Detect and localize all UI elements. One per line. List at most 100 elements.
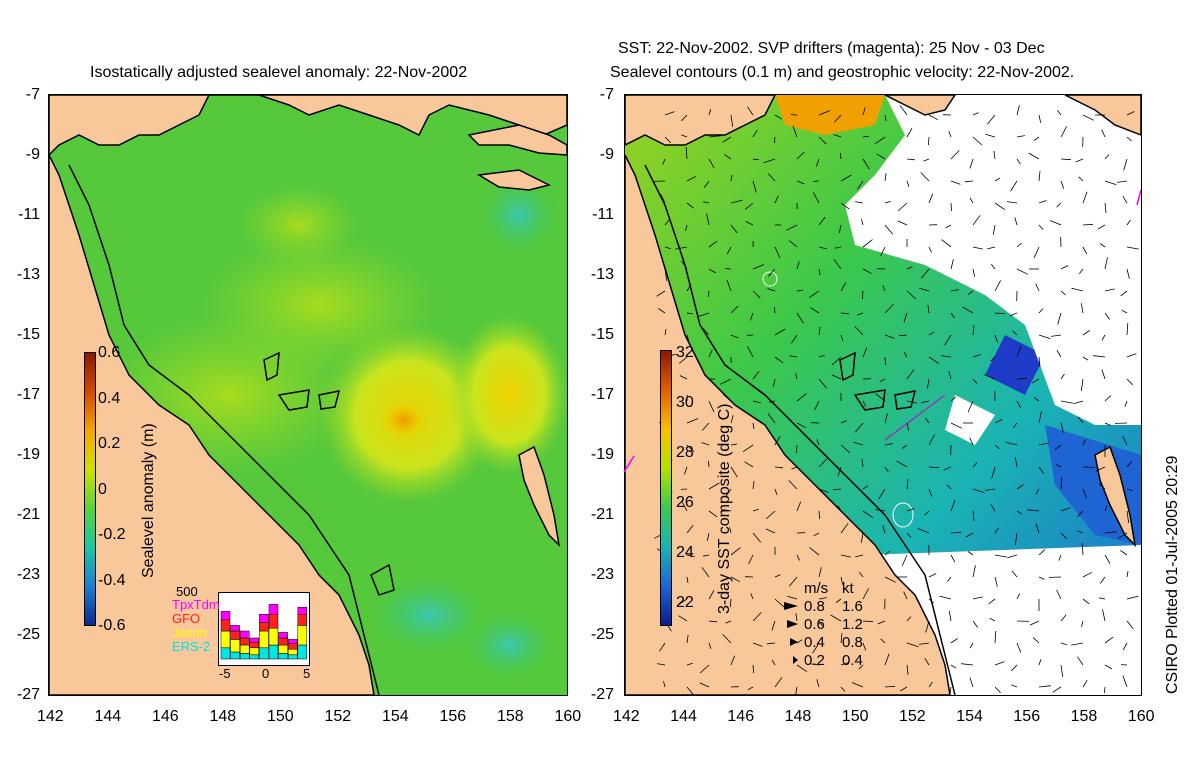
velocity-arrow — [906, 369, 915, 380]
velocity-arrow — [1104, 636, 1114, 644]
velocity-arrow — [1038, 114, 1042, 123]
velocity-arrow — [723, 509, 732, 512]
left-ytick: -9 — [25, 146, 40, 163]
velocity-key-kt: 0.8 — [842, 634, 863, 651]
velocity-arrow — [985, 488, 996, 491]
velocity-arrow — [994, 554, 1007, 558]
inset-bar — [278, 653, 288, 660]
left-colorbar-tick: 0.6 — [98, 344, 121, 361]
right-panel-title-line1: SST: 22-Nov-2002. SVP drifters (magenta)… — [618, 40, 1045, 57]
velocity-arrow — [750, 593, 754, 600]
inset-xtick-neg5: -5 — [219, 666, 231, 681]
velocity-arrow — [1126, 571, 1129, 578]
velocity-arrow — [1122, 642, 1128, 651]
velocity-arrow — [813, 532, 820, 537]
velocity-arrow — [1038, 308, 1044, 314]
velocity-key-arrow — [790, 638, 798, 646]
velocity-arrow — [1082, 679, 1088, 688]
left-colorbar-tick: 0 — [98, 480, 107, 498]
velocity-arrow — [1011, 664, 1018, 672]
left-panel-title: Isostatically adjusted sealevel anomaly:… — [90, 64, 468, 81]
velocity-arrow — [659, 642, 666, 652]
velocity-arrow — [950, 422, 962, 429]
inset-bar — [249, 637, 260, 643]
velocity-arrow — [795, 613, 798, 622]
velocity-arrow — [752, 422, 755, 429]
sst-cold-patch — [985, 335, 1045, 395]
velocity-arrow — [927, 305, 930, 314]
velocity-arrow — [884, 304, 894, 314]
velocity-arrow — [1073, 400, 1084, 405]
velocity-arrow — [813, 192, 820, 204]
velocity-arrow — [1082, 191, 1088, 204]
velocity-arrow — [862, 510, 874, 519]
right-colorbar-tick: 26 — [676, 494, 694, 511]
land-new-caledonia — [518, 445, 561, 548]
inset-bar — [268, 627, 279, 646]
velocity-arrow — [1101, 369, 1106, 380]
velocity-arrow — [986, 114, 996, 125]
inset-bar — [220, 619, 231, 632]
left-colorbar — [84, 352, 96, 626]
velocity-arrow — [972, 136, 983, 146]
velocity-arrow — [679, 375, 688, 380]
velocity-arrow — [708, 135, 721, 138]
velocity-arrow — [791, 334, 798, 344]
velocity-arrow — [774, 574, 781, 578]
velocity-arrow — [730, 547, 741, 556]
velocity-arrow — [967, 400, 974, 413]
velocity-arrow — [944, 334, 952, 346]
right-xtick: 142 — [613, 708, 640, 725]
velocity-arrow — [972, 565, 976, 578]
velocity-arrow — [858, 572, 864, 578]
velocity-arrow — [795, 686, 798, 695]
velocity-arrow — [1060, 126, 1067, 138]
velocity-arrow — [862, 485, 869, 490]
velocity-arrow — [752, 264, 765, 270]
right-xtick: 144 — [670, 708, 697, 725]
velocity-key-ms: 0.4 — [804, 634, 825, 651]
velocity-arrow — [774, 114, 783, 120]
velocity-arrow — [928, 356, 940, 365]
velocity-arrow — [686, 524, 694, 534]
velocity-arrow — [989, 617, 996, 622]
velocity-arrow — [854, 326, 864, 336]
velocity-arrow — [838, 224, 842, 233]
velocity-arrow — [708, 620, 718, 623]
velocity-key-ms: 0.2 — [804, 652, 825, 669]
velocity-arrow — [969, 642, 974, 649]
velocity-arrow — [1032, 637, 1040, 644]
velocity-arrow — [857, 312, 864, 316]
velocity-arrow — [730, 114, 734, 127]
velocity-arrow — [686, 312, 693, 315]
velocity-arrow — [1016, 345, 1022, 358]
velocity-arrow — [768, 173, 776, 182]
velocity-arrow — [1095, 466, 1106, 472]
velocity-arrow — [815, 158, 820, 167]
cloud-mask — [845, 95, 1141, 425]
velocity-arrow — [686, 283, 692, 292]
anomaly-blob — [449, 315, 567, 475]
velocity-arrow — [906, 532, 912, 538]
velocity-arrow — [675, 246, 688, 250]
left-xtick: 146 — [152, 708, 179, 725]
velocity-arrow — [906, 508, 915, 512]
left-colorbar-label: Sealevel anomaly (m) — [140, 423, 157, 578]
reef-patch — [894, 390, 917, 410]
velocity-arrow — [1012, 330, 1018, 336]
velocity-arrow — [987, 246, 996, 250]
velocity-arrow — [788, 576, 798, 587]
velocity-arrow — [972, 268, 976, 277]
velocity-arrow — [1038, 411, 1042, 424]
velocity-arrow — [730, 576, 740, 583]
velocity-arrow — [840, 282, 847, 292]
velocity-arrow — [730, 655, 736, 666]
velocity-arrow — [840, 554, 851, 558]
velocity-arrow — [686, 334, 691, 347]
left-ytick: -15 — [16, 326, 40, 343]
right-ytick: -7 — [599, 86, 614, 103]
velocity-arrow — [1056, 589, 1062, 600]
velocity-arrow — [708, 109, 712, 116]
velocity-arrow — [766, 642, 776, 645]
velocity-arrow — [950, 664, 957, 669]
